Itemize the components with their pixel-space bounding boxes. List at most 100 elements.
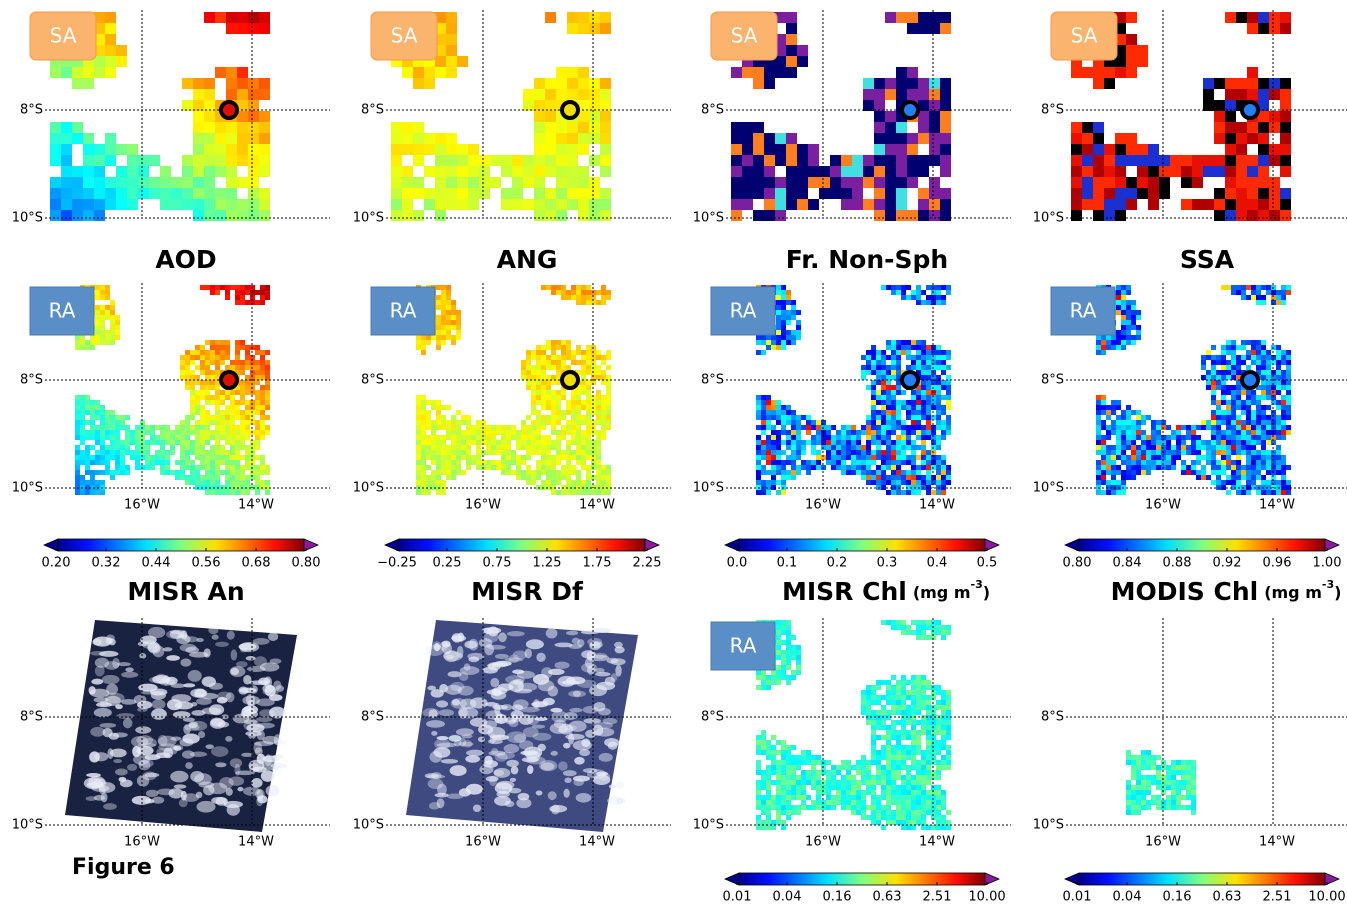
- map-pixel: [426, 410, 431, 415]
- map-pixel: [766, 435, 771, 440]
- map-pixel: [861, 375, 866, 380]
- cloud: [503, 743, 520, 754]
- map-pixel: [896, 350, 901, 355]
- map-pixel: [866, 350, 871, 355]
- map-pixel: [545, 100, 556, 111]
- map-pixel: [761, 350, 766, 355]
- map-pixel: [841, 805, 846, 810]
- map-pixel: [1116, 345, 1121, 350]
- map-pixel: [205, 440, 210, 445]
- cloud: [583, 718, 602, 724]
- map-pixel: [536, 470, 541, 475]
- map-pixel: [255, 350, 260, 355]
- map-pixel: [468, 144, 479, 155]
- map-pixel: [926, 435, 931, 440]
- map-pixel: [946, 765, 951, 770]
- map-pixel: [791, 650, 796, 655]
- map-pixel: [801, 750, 806, 755]
- map-pixel: [821, 435, 826, 440]
- title-text: MISR An: [127, 577, 244, 606]
- map-pixel: [766, 460, 771, 465]
- map-pixel: [801, 415, 806, 420]
- map-pixel: [906, 415, 911, 420]
- map-pixel: [215, 475, 220, 480]
- map-pixel: [941, 430, 946, 435]
- map-pixel: [446, 56, 457, 67]
- map-pixel: [182, 166, 193, 177]
- map-pixel: [125, 425, 130, 430]
- map-pixel: [776, 800, 781, 805]
- map-pixel: [531, 390, 536, 395]
- map-pixel: [881, 355, 886, 360]
- map-pixel: [911, 700, 916, 705]
- map-pixel: [596, 375, 601, 380]
- map-pixel: [536, 345, 541, 350]
- map-pixel: [886, 820, 891, 825]
- cloud: [205, 744, 214, 750]
- map-pixel: [586, 480, 591, 485]
- map-pixel: [421, 345, 426, 350]
- map-pixel: [1261, 340, 1266, 345]
- map-pixel: [756, 450, 761, 455]
- map-pixel: [210, 385, 215, 390]
- map-pixel: [225, 395, 230, 400]
- map-pixel: [115, 415, 120, 420]
- map-pixel: [204, 122, 215, 133]
- map-pixel: [1258, 89, 1269, 100]
- map-pixel: [841, 440, 846, 445]
- map-pixel: [451, 335, 456, 340]
- map-pixel: [861, 700, 866, 705]
- map-pixel: [896, 800, 901, 805]
- map-pixel: [761, 490, 766, 495]
- map-pixel: [771, 460, 776, 465]
- map-pixel: [1281, 350, 1286, 355]
- map-pixel: [436, 410, 441, 415]
- map-pixel: [941, 710, 946, 715]
- map-pixel: [265, 470, 270, 475]
- cloud: [195, 791, 203, 799]
- map-pixel: [1247, 166, 1258, 177]
- map-pixel: [1225, 177, 1236, 188]
- map-pixel: [260, 430, 265, 435]
- map-pixel: [761, 480, 766, 485]
- map-pixel: [576, 295, 581, 300]
- map-pixel: [220, 455, 225, 460]
- cloud: [101, 674, 120, 685]
- map-pixel: [1121, 340, 1126, 345]
- map-pixel: [260, 405, 265, 410]
- map-pixel: [260, 465, 265, 470]
- map-pixel: [1247, 155, 1258, 166]
- map-pixel: [255, 430, 260, 435]
- map-pixel: [150, 455, 155, 460]
- map-pixel: [596, 365, 601, 370]
- map-pixel: [225, 420, 230, 425]
- map-pixel: [1082, 144, 1093, 155]
- map-pixel: [911, 390, 916, 395]
- map-pixel: [936, 705, 941, 710]
- map-pixel: [259, 133, 270, 144]
- map-pixel: [1101, 335, 1106, 340]
- map-pixel: [941, 790, 946, 795]
- map-pixel: [260, 435, 265, 440]
- map-pixel: [545, 155, 556, 166]
- map-pixel: [791, 645, 796, 650]
- map-pixel: [1280, 133, 1291, 144]
- cloud: [188, 721, 198, 729]
- map-pixel: [771, 340, 776, 345]
- map-pixel: [571, 450, 576, 455]
- map-pixel: [936, 360, 941, 365]
- map-pixel: [1221, 370, 1226, 375]
- map-pixel: [901, 795, 906, 800]
- cloud: [144, 754, 161, 761]
- map-pixel: [811, 765, 816, 770]
- map-pixel: [581, 300, 586, 305]
- map-pixel: [601, 475, 606, 480]
- colorbar-tick-label: 0.5: [977, 556, 998, 571]
- map-pixel: [165, 470, 170, 475]
- map-pixel: [245, 485, 250, 490]
- cloud: [436, 742, 457, 748]
- map-pixel: [1096, 350, 1101, 355]
- map-pixel: [140, 420, 145, 425]
- map-pixel: [265, 415, 270, 420]
- map-pixel: [941, 295, 946, 300]
